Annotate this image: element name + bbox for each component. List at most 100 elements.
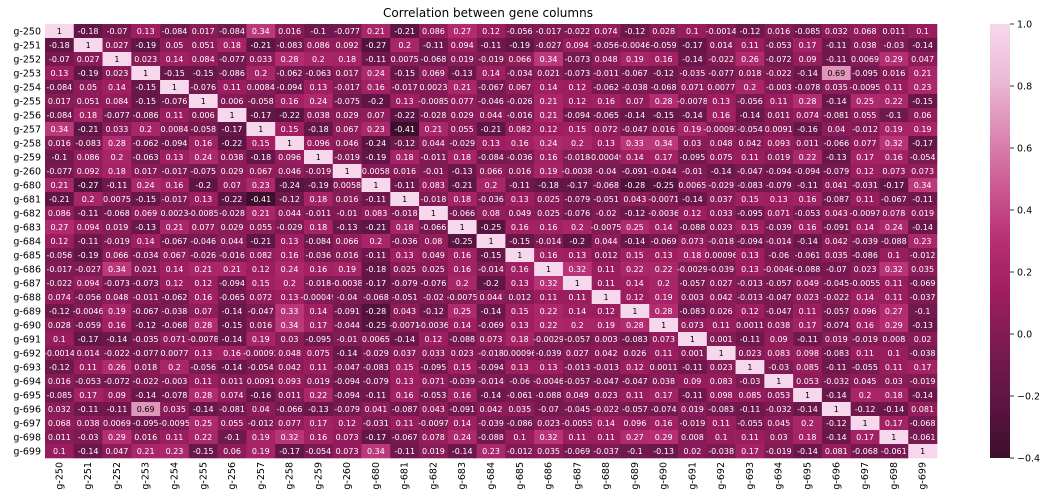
cell-value-label: -0.054 bbox=[910, 153, 936, 162]
heatmap-cell bbox=[649, 332, 679, 347]
heatmap-cell bbox=[591, 402, 621, 417]
cell-value-label: 0.17 bbox=[655, 391, 673, 400]
heatmap-cell bbox=[419, 206, 449, 221]
cell-value-label: 0.11 bbox=[885, 83, 903, 92]
cell-value-label: 0.12 bbox=[540, 125, 558, 134]
cell-value-label: 0.07 bbox=[223, 181, 241, 190]
heatmap-cell bbox=[73, 234, 103, 249]
cell-value-label: 0.049 bbox=[422, 251, 445, 260]
heatmap-cell bbox=[275, 276, 305, 291]
heatmap-cell bbox=[275, 430, 305, 445]
heatmap-cell bbox=[793, 80, 823, 95]
cell-value-label: 0.12 bbox=[194, 279, 212, 288]
heatmap-cell bbox=[45, 318, 75, 333]
cell-value-label: -0.2 bbox=[195, 181, 211, 190]
y-tick-label: g-697 bbox=[13, 419, 41, 430]
heatmap-cell bbox=[534, 248, 564, 263]
cell-value-label: -0.018 bbox=[478, 349, 504, 358]
heatmap-cell bbox=[649, 24, 679, 39]
cell-value-label: 0.017 bbox=[134, 167, 157, 176]
cell-value-label: -0.073 bbox=[564, 55, 590, 64]
heatmap-cell bbox=[879, 402, 909, 417]
heatmap-cell bbox=[332, 346, 362, 361]
heatmap-cell bbox=[678, 220, 708, 235]
cell-value-label: 0.011 bbox=[221, 377, 244, 386]
heatmap-cell bbox=[735, 122, 765, 137]
cell-value-label: -0.14 bbox=[481, 307, 502, 316]
cell-value-label: -0.031 bbox=[852, 181, 878, 190]
cell-value-label: -0.11 bbox=[826, 363, 847, 372]
cell-value-label: 0.096 bbox=[854, 307, 877, 316]
heatmap-cell bbox=[908, 66, 938, 81]
heatmap-cell bbox=[303, 304, 334, 319]
cell-value-label: -0.088 bbox=[536, 391, 562, 400]
cell-value-label: 0.16 bbox=[856, 321, 874, 330]
cell-value-label: 0.016 bbox=[134, 433, 157, 442]
cell-value-label: 0.26 bbox=[741, 55, 759, 64]
heatmap-cell bbox=[505, 430, 535, 445]
cell-value-label: 0.046 bbox=[278, 167, 301, 176]
cell-value-label: 0.19 bbox=[626, 55, 644, 64]
heatmap-cell bbox=[188, 444, 218, 459]
heatmap-cell bbox=[706, 220, 736, 235]
cell-value-label: 0.19 bbox=[655, 293, 673, 302]
heatmap-cell bbox=[908, 374, 938, 389]
cell-value-label: 0.1 bbox=[513, 433, 526, 442]
heatmap-cell bbox=[332, 150, 362, 165]
cell-value-label: 0.2 bbox=[801, 419, 814, 428]
heatmap-cell bbox=[562, 304, 593, 319]
cell-value-label: -0.083 bbox=[708, 405, 734, 414]
heatmap-cell bbox=[160, 136, 190, 151]
cell-value-label: -0.067 bbox=[392, 433, 418, 442]
cell-value-label: -0.087 bbox=[823, 195, 849, 204]
cell-value-label: -0.0038 bbox=[562, 167, 593, 176]
cell-value-label: 0.18 bbox=[309, 223, 327, 232]
colorbar-tick-label: 1.0 bbox=[1017, 20, 1032, 31]
cell-value-label: -0.047 bbox=[248, 307, 274, 316]
heatmap-cell bbox=[303, 24, 334, 39]
heatmap-cell bbox=[735, 402, 765, 417]
heatmap-cell bbox=[419, 52, 449, 67]
cell-value-label: 0.69 bbox=[827, 69, 845, 78]
heatmap-cell bbox=[591, 150, 621, 165]
cell-value-label: -0.18 bbox=[308, 125, 329, 134]
heatmap-cell bbox=[73, 220, 103, 235]
cell-value-label: -0.091 bbox=[823, 223, 849, 232]
cell-value-label: -0.0075 bbox=[591, 223, 622, 232]
heatmap-cell bbox=[879, 318, 909, 333]
cell-value-label: 0.03 bbox=[885, 377, 903, 386]
heatmap-cell bbox=[160, 150, 190, 165]
heatmap-cell bbox=[821, 360, 851, 375]
heatmap-cell bbox=[764, 206, 794, 221]
heatmap-cell bbox=[706, 192, 736, 207]
cell-value-label: -0.003 bbox=[766, 83, 792, 92]
heatmap-cell bbox=[505, 318, 535, 333]
heatmap-cell bbox=[275, 164, 305, 179]
cell-value-label: -0.14 bbox=[222, 307, 243, 316]
heatmap-cell bbox=[217, 304, 247, 319]
cell-value-label: -0.012 bbox=[852, 125, 878, 134]
heatmap-cell bbox=[678, 38, 708, 53]
heatmap-cell bbox=[361, 388, 391, 403]
cell-value-label: 0.23 bbox=[914, 237, 932, 246]
heatmap-cell bbox=[678, 318, 708, 333]
heatmap-cell bbox=[620, 122, 650, 137]
cell-value-label: -0.1 bbox=[627, 447, 643, 456]
heatmap-cell bbox=[246, 94, 276, 109]
cell-value-label: -0.072 bbox=[766, 55, 792, 64]
cell-value-label: -0.045 bbox=[823, 279, 849, 288]
cell-value-label: 0.16 bbox=[223, 349, 241, 358]
heatmap-cell bbox=[188, 248, 218, 263]
heatmap-cell bbox=[361, 234, 391, 249]
cell-value-label: -0.084 bbox=[305, 237, 331, 246]
heatmap-cell bbox=[879, 444, 909, 459]
cell-value-label: 0.13 bbox=[741, 265, 759, 274]
cell-value-label: 1 bbox=[258, 125, 263, 134]
heatmap-cell bbox=[476, 276, 506, 291]
cell-value-label: -0.12 bbox=[423, 307, 444, 316]
cell-value-label: 0.023 bbox=[537, 419, 560, 428]
cell-value-label: 0.074 bbox=[595, 27, 618, 36]
cell-value-label: 0.21 bbox=[914, 69, 932, 78]
cell-value-label: -0.14 bbox=[797, 237, 818, 246]
heatmap-cell bbox=[505, 388, 535, 403]
